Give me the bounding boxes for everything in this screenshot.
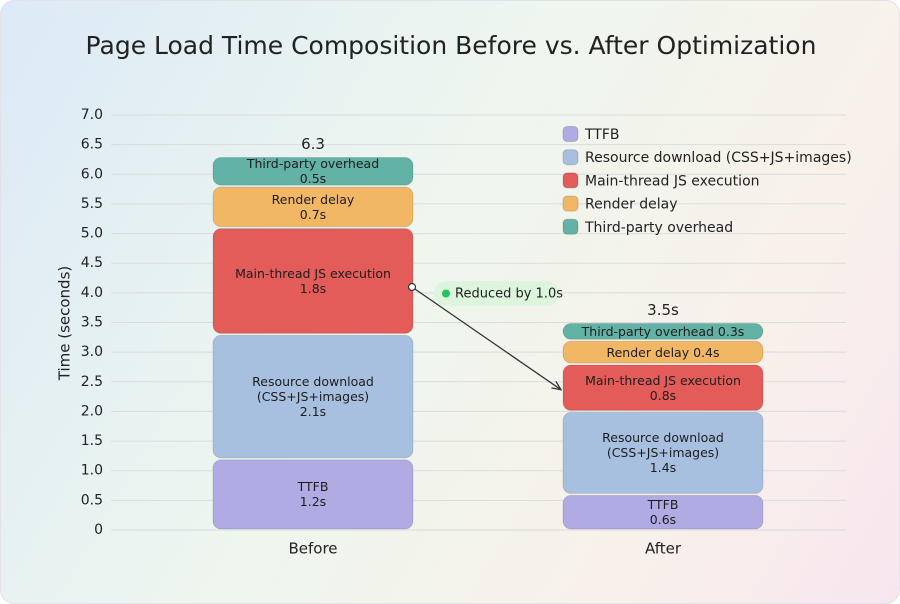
y-tick-label: 5.0	[81, 226, 103, 242]
x-tick-label: After	[645, 540, 682, 558]
segment-value: 0.6s	[649, 512, 677, 528]
bar-segment	[212, 157, 414, 186]
segment-value: 0.5s	[299, 171, 327, 186]
bar-segment	[562, 323, 764, 340]
segment-name: Third-party overhead	[246, 157, 380, 172]
y-tick-label: 1.5	[81, 433, 103, 449]
segment-name: Resource download (CSS+JS+images)	[602, 430, 724, 461]
legend-swatch	[562, 126, 579, 142]
segment-name: TTFB	[647, 497, 679, 513]
bar-segment	[562, 494, 764, 530]
legend-swatch	[562, 195, 579, 212]
legend-swatch	[562, 218, 579, 235]
y-tick-label: 6.5	[81, 137, 103, 153]
segment-name: Main-thread JS execution	[585, 372, 741, 388]
bar-segment	[212, 334, 414, 459]
total-label: 6.3	[301, 135, 325, 153]
segment-label: Render delay 0.4s	[563, 341, 763, 363]
arrow-origin	[407, 282, 417, 292]
segment-value: 0.8s	[649, 387, 677, 403]
segment-label: Third-party overhead 0.5s	[213, 158, 413, 186]
annotation-arrow	[411, 286, 561, 390]
segment-name: Third-party overhead	[581, 323, 714, 339]
bar-segment	[562, 364, 764, 411]
segment-name: TTFB	[297, 479, 329, 495]
y-tick-label: 4.0	[81, 285, 103, 301]
segment-value: 0.7s	[299, 206, 327, 222]
bar-segment	[212, 186, 414, 228]
bar-segment	[212, 459, 414, 530]
segment-label: Main-thread JS execution 1.8s	[213, 229, 413, 334]
legend-label: Main-thread JS execution	[585, 173, 760, 189]
legend-label: Render delay	[585, 197, 678, 213]
y-tick-label: 3.0	[81, 344, 103, 360]
y-tick-label: 7.0	[81, 107, 103, 123]
segment-label: Resource download (CSS+JS+images) 1.4s	[563, 412, 763, 493]
bar-segment	[212, 228, 414, 334]
chart-title: Page Load Time Composition Before vs. Af…	[86, 31, 817, 60]
segment-name: Render delay	[606, 344, 690, 360]
legend-label: TTFB	[584, 127, 620, 143]
y-tick-label: 2.5	[81, 374, 103, 390]
y-tick-label: 1.0	[81, 463, 103, 479]
segment-value: 1.4s	[649, 460, 677, 476]
annotation-dot	[442, 289, 450, 298]
segment-value: 1.8s	[299, 280, 327, 296]
y-tick-label: 0	[94, 522, 103, 538]
legend-label: Resource download (CSS+JS+images)	[585, 150, 852, 166]
legend-label: Third-party overhead	[584, 220, 733, 236]
bar-segment	[562, 411, 764, 494]
segment-label-box: Resource download (CSS+JS+images)1.4s	[563, 412, 763, 493]
y-tick-label: 0.5	[81, 492, 103, 508]
segment-name: Render delay	[271, 191, 355, 207]
segment-label: Third-party overhead 0.3s	[563, 324, 763, 340]
segment-label: TTFB 1.2s	[213, 460, 413, 529]
segment-name: Resource download (CSS+JS+images)	[252, 374, 374, 405]
x-tick-label: Before	[288, 540, 337, 558]
segment-label: Resource download (CSS+JS+images) 2.1s	[213, 335, 413, 458]
segment-name: Main-thread JS execution	[235, 265, 391, 281]
total-label: 3.5s	[647, 301, 679, 319]
segment-label-box: Resource download (CSS+JS+images)2.1s	[213, 335, 413, 458]
legend-swatch	[562, 149, 579, 166]
segment-label-box: Render delay 0.4s	[563, 341, 763, 363]
y-tick-label: 4.5	[81, 255, 103, 271]
segment-value: 1.2s	[299, 494, 327, 510]
segment-value: 2.1s	[299, 404, 327, 420]
annotation-pill	[434, 281, 559, 306]
segment-value: 0.4s	[693, 344, 720, 360]
y-tick-label: 5.5	[81, 196, 103, 212]
legend-swatch	[562, 172, 579, 189]
y-tick-label: 6.0	[81, 166, 103, 182]
segment-label-box: Third-party overhead 0.3s	[563, 324, 763, 340]
y-tick-label: 2.0	[81, 403, 103, 419]
y-axis-label: Time (seconds)	[56, 266, 74, 382]
segment-value: 0.3s	[717, 323, 745, 339]
segment-label: Render delay 0.7s	[213, 187, 413, 227]
y-tick-label: 3.5	[81, 315, 103, 331]
bar-segment	[562, 340, 764, 364]
segment-label: Main-thread JS execution 0.8s	[563, 365, 763, 410]
segment-label: TTFB 0.6s	[563, 495, 763, 529]
annotation-text: Reduced by 1.0s	[455, 287, 563, 302]
